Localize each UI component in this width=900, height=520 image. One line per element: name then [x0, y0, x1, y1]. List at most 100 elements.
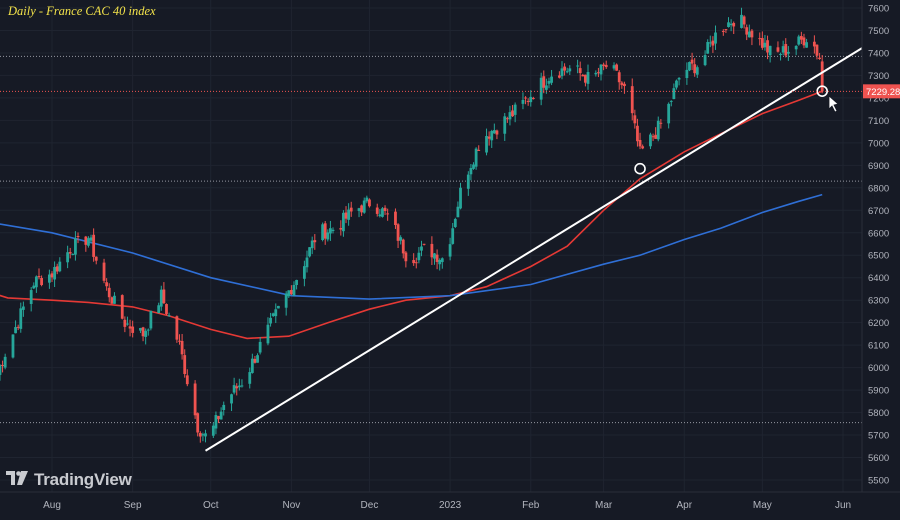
candle-body [360, 205, 364, 213]
candle-body [578, 68, 582, 74]
candle-body [623, 83, 626, 87]
candle-body [165, 304, 168, 314]
candle-body [675, 80, 678, 88]
candle-body [211, 425, 215, 436]
candle-body [180, 340, 184, 355]
candle-body [677, 77, 681, 80]
candle-body [396, 224, 400, 241]
circle-marker [816, 85, 828, 97]
candle-body [472, 164, 475, 169]
candle-body [394, 211, 397, 226]
candle-body [34, 276, 38, 288]
candle-body [417, 252, 421, 261]
candle-body [594, 72, 598, 75]
candle-body [474, 148, 478, 167]
candle-body [565, 71, 569, 73]
candle-body [604, 64, 608, 68]
candle-body [383, 207, 387, 212]
candle-body [685, 69, 689, 79]
cursor-arrow-icon [828, 95, 839, 113]
time-tick-label: Nov [282, 500, 300, 511]
candle-body [185, 375, 189, 385]
candle-body [812, 41, 816, 47]
price-tick-label: 6500 [868, 251, 889, 262]
candle-body [284, 293, 288, 308]
candle-body [636, 125, 639, 142]
candle-body [524, 97, 527, 99]
candle-body [19, 308, 23, 329]
price-tick-label: 6600 [868, 228, 889, 239]
candle-body [68, 252, 72, 254]
candle-body [763, 42, 767, 48]
time-tick-label: Jun [835, 500, 851, 511]
candle-body [204, 433, 207, 437]
candle-body [453, 219, 457, 227]
candle-body [521, 99, 525, 104]
candle-body [649, 134, 652, 147]
price-tick-label: 7500 [868, 26, 889, 37]
candle-body [157, 305, 161, 313]
candle-body [511, 110, 514, 117]
candle-body [560, 68, 564, 77]
last-price-label: 7229.28 [0, 84, 900, 99]
price-tick-label: 6800 [868, 183, 889, 194]
time-axis[interactable]: Aug Sep Oct Nov Dec 2023 Feb Mar Apr May Jun [43, 500, 851, 511]
candle-body [586, 72, 590, 84]
candle-body [362, 200, 366, 213]
circle-marker [634, 162, 646, 175]
candle-body [66, 252, 70, 263]
candle-body [581, 74, 585, 77]
candle-body [378, 214, 382, 217]
candle-body [714, 32, 717, 44]
candle-body [110, 297, 114, 304]
candle-body [703, 55, 707, 66]
candle-body [459, 187, 462, 209]
candle-body [289, 289, 293, 295]
candle-body [274, 309, 278, 317]
tradingview-logo-icon [6, 470, 28, 490]
candle-body [144, 330, 148, 337]
candle-body [526, 100, 530, 102]
candle-body [162, 289, 166, 304]
candle-body [53, 266, 57, 280]
candle-body [451, 228, 455, 244]
candle-body [196, 413, 200, 433]
candle-body [693, 64, 697, 74]
candle-body [146, 329, 150, 331]
time-tick-label: May [753, 500, 772, 511]
time-tick-label: Apr [676, 500, 692, 511]
candle-body [198, 432, 202, 437]
price-axis[interactable]: 5500 5600 5700 5800 5900 6000 6100 6200 6300 6400… [868, 4, 889, 487]
price-tick-label: 7400 [868, 48, 889, 59]
candle-body [820, 61, 824, 92]
candle-body [711, 40, 715, 46]
time-tick-label: 2023 [439, 500, 462, 511]
candle-body [365, 197, 369, 202]
candle-body [503, 116, 507, 134]
candle-body [37, 276, 41, 278]
candle-body [617, 72, 621, 83]
candle-body [55, 266, 59, 272]
candle-body [222, 404, 226, 411]
candle-body [508, 112, 512, 120]
candle-body [490, 131, 494, 141]
candle-body [120, 295, 124, 319]
candle-body [505, 118, 509, 120]
candle-body [1, 364, 4, 366]
candle-body [131, 326, 135, 333]
candle-body [805, 42, 808, 48]
candle-body [113, 295, 116, 304]
candle-body [141, 327, 145, 337]
candle-body [544, 85, 548, 90]
candle-body [74, 238, 77, 255]
tradingview-brand: TradingView [6, 470, 132, 490]
candle-body [557, 75, 561, 78]
candle-body [326, 232, 330, 240]
price-tick-label: 6200 [868, 318, 889, 329]
price-tick-label: 6300 [868, 296, 889, 307]
candle-body [217, 416, 220, 420]
candle-body [727, 22, 730, 28]
trendline[interactable] [204, 47, 863, 452]
